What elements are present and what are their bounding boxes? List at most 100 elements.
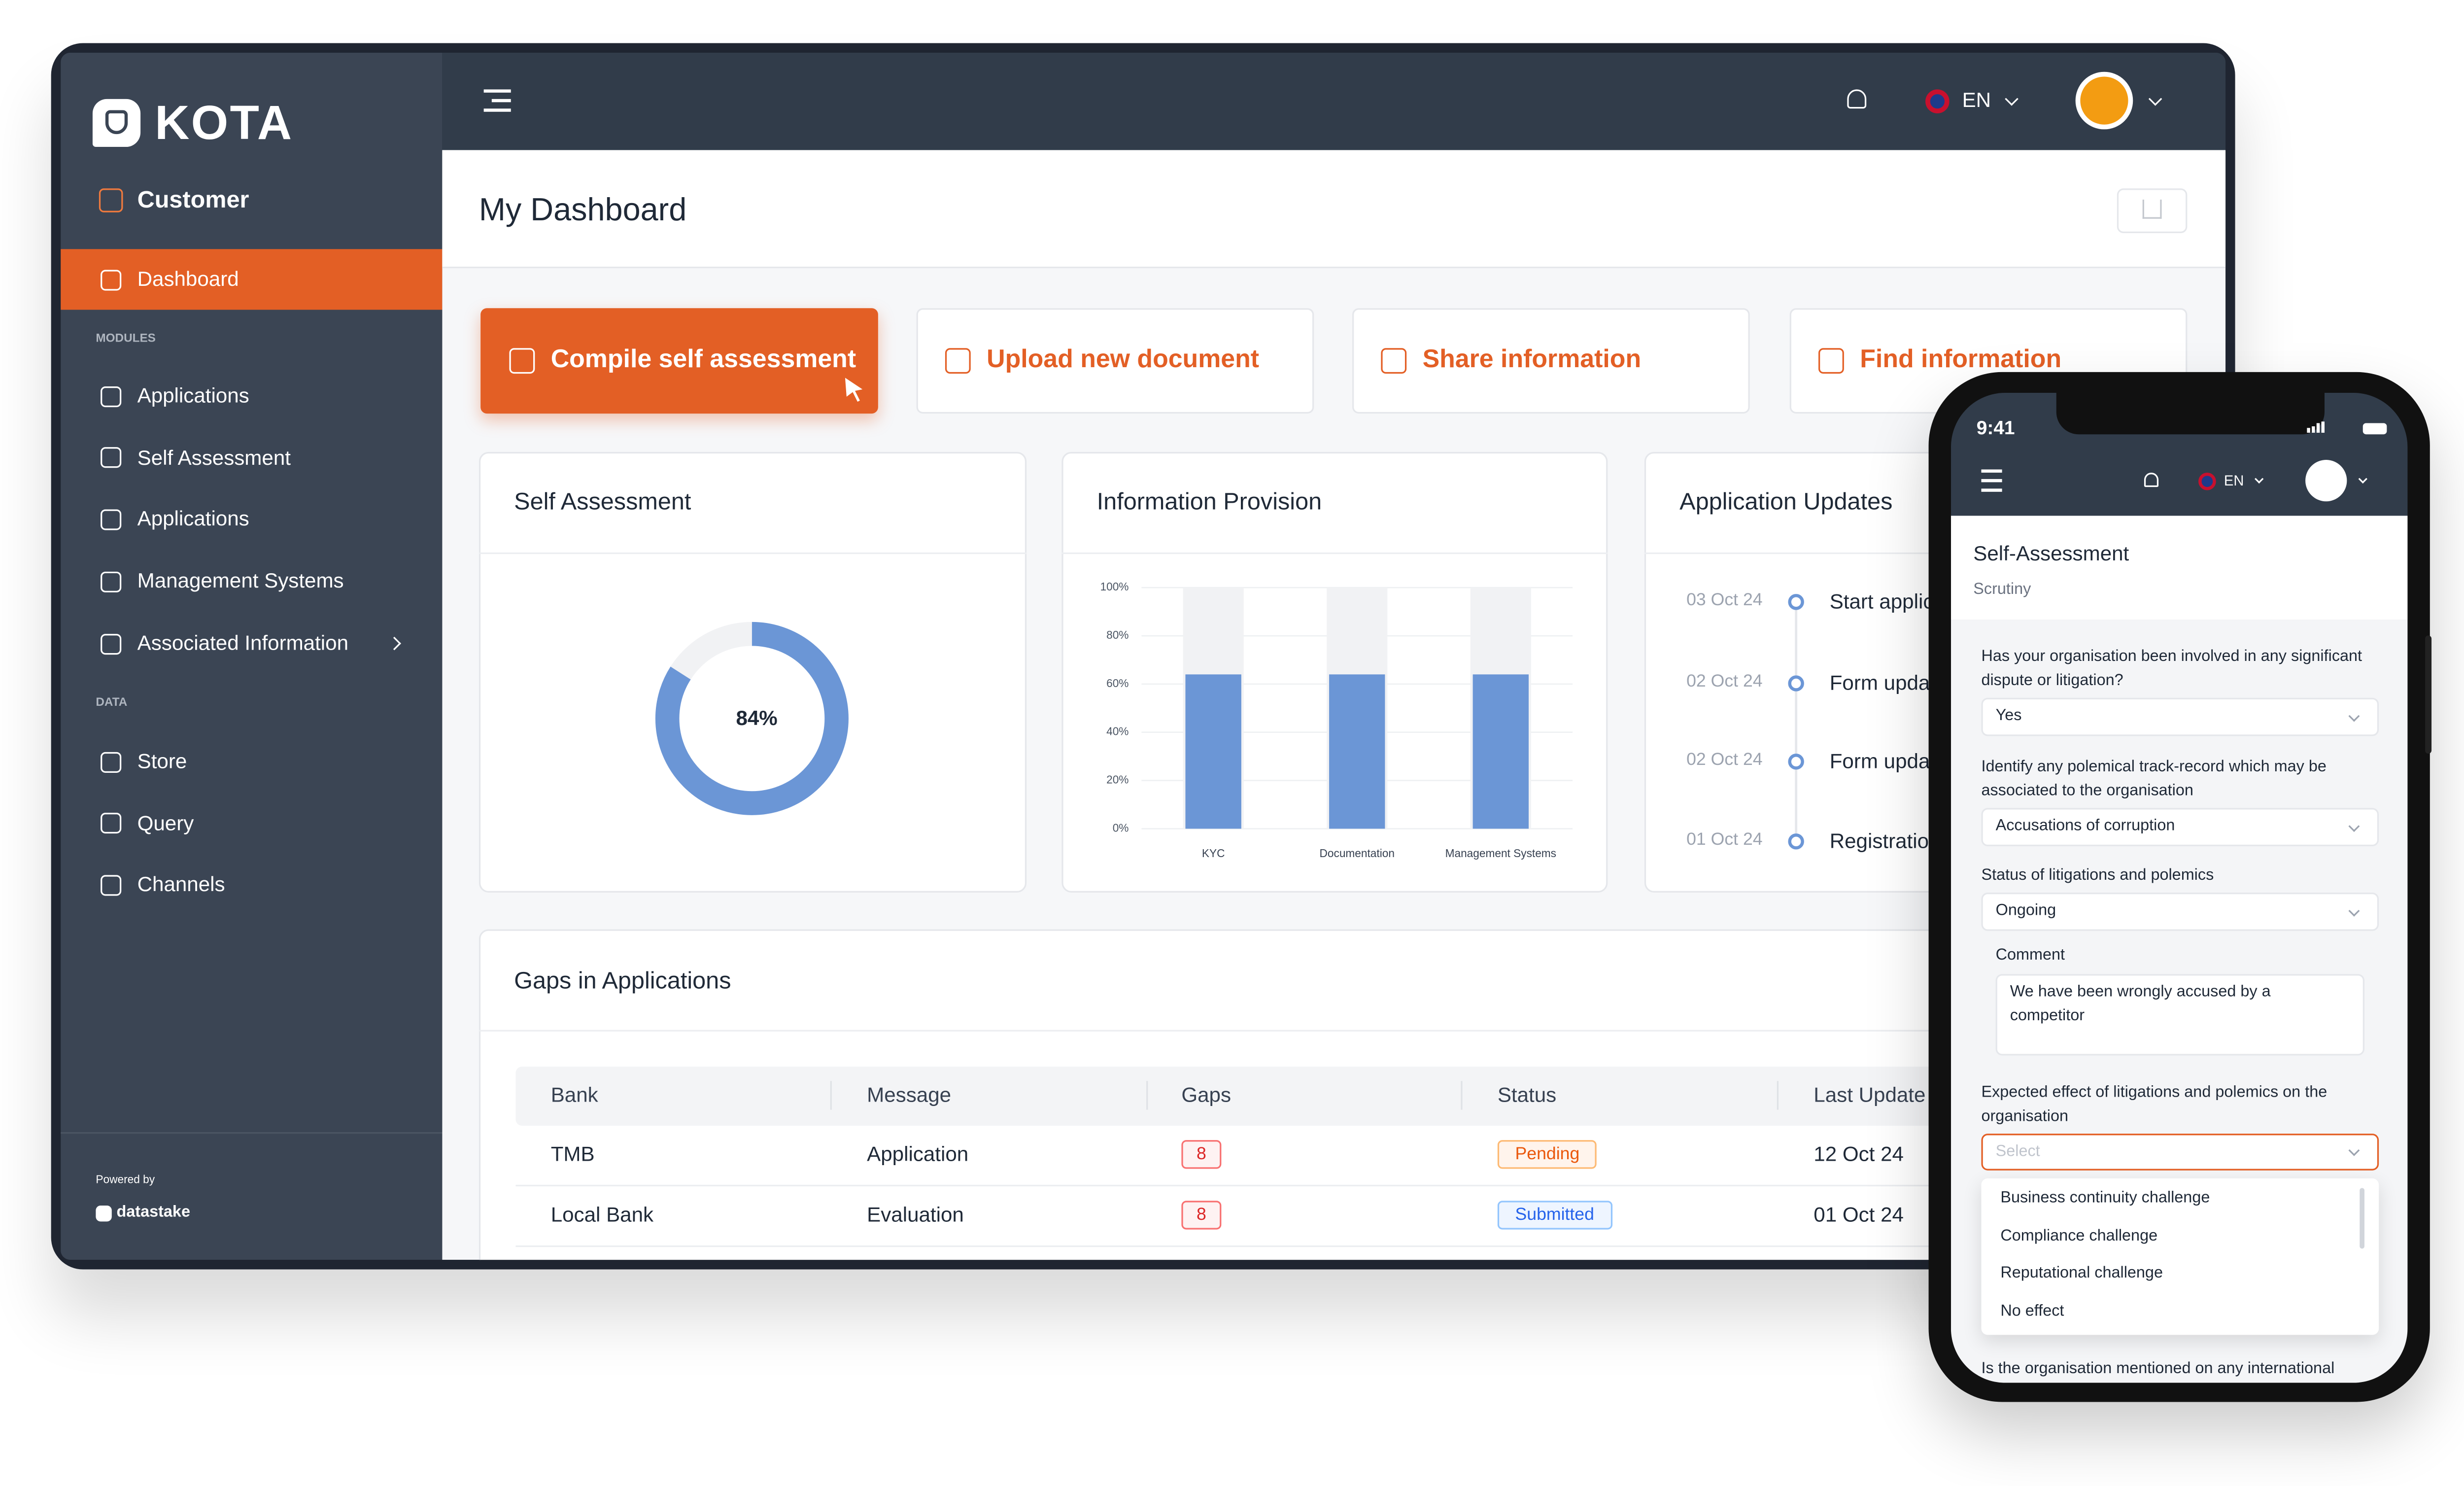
column-separator <box>830 1081 832 1110</box>
nav-item: Applications <box>137 507 249 531</box>
select[interactable] <box>1981 892 2379 931</box>
menu-line[interactable] <box>483 108 511 111</box>
x-tick-label: Management Systems <box>1445 847 1556 860</box>
option-label: Business continuity challenge <box>2000 1189 2210 1208</box>
bar <box>1329 674 1385 829</box>
avatar[interactable] <box>2305 460 2347 502</box>
y-tick-label: 0% <box>1113 821 1129 834</box>
logo-inner <box>105 110 128 135</box>
icon <box>100 633 121 654</box>
question-label: Has your organisation been involved in a… <box>1981 648 2362 690</box>
bell[interactable] <box>1847 89 1867 109</box>
menu-line[interactable] <box>1981 489 2002 491</box>
nav-item: Query <box>137 810 194 834</box>
question-label: Identify any polemical track-record whic… <box>1981 758 2327 800</box>
chart-layer: 0% 20% 40% 60% 80% 100% KYC Documentation Manage… <box>655 376 1804 860</box>
icon <box>100 269 121 290</box>
x-tick-label: KYC <box>1202 847 1225 860</box>
card-divider <box>1644 552 2188 554</box>
download-button[interactable] <box>2117 188 2188 233</box>
select[interactable] <box>1981 808 2379 847</box>
question-label: Is the organisation mentioned on any int… <box>1981 1360 2335 1378</box>
column-separator <box>1146 1081 1148 1110</box>
icon <box>509 348 535 374</box>
bell[interactable] <box>2144 472 2159 487</box>
action-label: Upload new document <box>987 346 1260 374</box>
gaps-badge: 8 <box>1181 1201 1222 1230</box>
nav-item: Channels <box>137 872 225 896</box>
nav-item: Management Systems <box>137 568 344 593</box>
column-separator <box>1461 1081 1463 1110</box>
y-tick-label: 60% <box>1106 677 1129 690</box>
download-icon <box>2142 199 2162 219</box>
section-heading: DATA <box>96 694 128 709</box>
icon <box>100 509 121 530</box>
card-title: Information Provision <box>1096 487 1322 515</box>
select[interactable] <box>1981 1134 2379 1171</box>
table-cell: TMB <box>550 1141 595 1166</box>
card-title: Application Updates <box>1679 487 1893 515</box>
action-label: Find information <box>1860 346 2062 374</box>
update-date: 02 Oct 24 <box>1686 751 1763 770</box>
icon <box>1381 348 1407 374</box>
row-divider <box>515 1184 2156 1187</box>
table-cell: Evaluation <box>867 1202 964 1226</box>
icon <box>100 447 121 469</box>
table-cell: 12 Oct 24 <box>1814 1141 1904 1166</box>
signal-bar <box>2312 425 2315 433</box>
option-label: Compliance challenge <box>2000 1227 2158 1245</box>
action-button[interactable] <box>480 308 878 414</box>
phone-header <box>1951 516 2408 620</box>
page-header <box>442 150 2226 269</box>
select[interactable] <box>1981 697 2379 736</box>
menu-line[interactable] <box>483 89 511 92</box>
icon <box>1818 348 1844 374</box>
nav-item: Dashboard <box>137 266 239 291</box>
provider: datastake <box>116 1204 190 1222</box>
gaps-badge: 8 <box>1181 1140 1222 1169</box>
signal-bar <box>2321 420 2325 433</box>
y-tick-label: 40% <box>1106 725 1129 738</box>
select-value: Accusations of corruption <box>1995 817 2175 835</box>
table-cell: Application <box>867 1141 969 1166</box>
page-title: My Dashboard <box>479 193 687 229</box>
timeline-dot <box>1788 754 1804 770</box>
language: EN <box>2224 472 2244 488</box>
nav-item: Self Assessment <box>137 445 291 469</box>
action-button[interactable] <box>1352 308 1750 414</box>
x-tick-label: Documentation <box>1320 847 1395 860</box>
timeline-dot <box>1788 675 1804 691</box>
menu-line[interactable] <box>1981 479 2002 482</box>
option-label: No effect <box>2000 1303 2064 1321</box>
question-label: Status of litigations and polemics <box>1981 867 2214 885</box>
select-value: Select <box>1995 1142 2040 1160</box>
update-text: Form update <box>1829 749 1948 773</box>
table-cell: 01 Oct 24 <box>1814 1202 1904 1226</box>
action-label: Compile self assessment <box>550 346 856 374</box>
action-button[interactable] <box>916 308 1314 414</box>
avatar[interactable] <box>2075 71 2133 130</box>
bar <box>1472 674 1529 829</box>
nav-active[interactable] <box>61 249 443 310</box>
language: EN <box>1962 87 1991 112</box>
dropdown-menu <box>1981 1178 2379 1335</box>
action-label: Share information <box>1422 346 1642 374</box>
update-text: Form update <box>1829 670 1948 694</box>
y-tick-label: 20% <box>1106 773 1129 786</box>
powered-by: Powered by <box>96 1175 155 1187</box>
textarea[interactable] <box>1995 974 2364 1056</box>
update-date: 02 Oct 24 <box>1686 672 1763 692</box>
laptop-screen: KOTA Customer Dashboard MODULES Applications… <box>61 52 2226 1260</box>
timeline-dot <box>1788 833 1804 850</box>
menu-line[interactable] <box>491 99 511 102</box>
flag <box>2198 472 2216 490</box>
section-heading: MODULES <box>96 330 156 345</box>
card-divider <box>479 552 1027 554</box>
icon <box>100 874 121 896</box>
menu-line[interactable] <box>1981 470 2002 472</box>
table-header <box>515 1067 2156 1126</box>
option-label: Reputational challenge <box>2000 1265 2163 1283</box>
y-tick-label: 100% <box>1100 580 1129 593</box>
comment-text: We have been wrongly accused by a compet… <box>2010 983 2271 1025</box>
